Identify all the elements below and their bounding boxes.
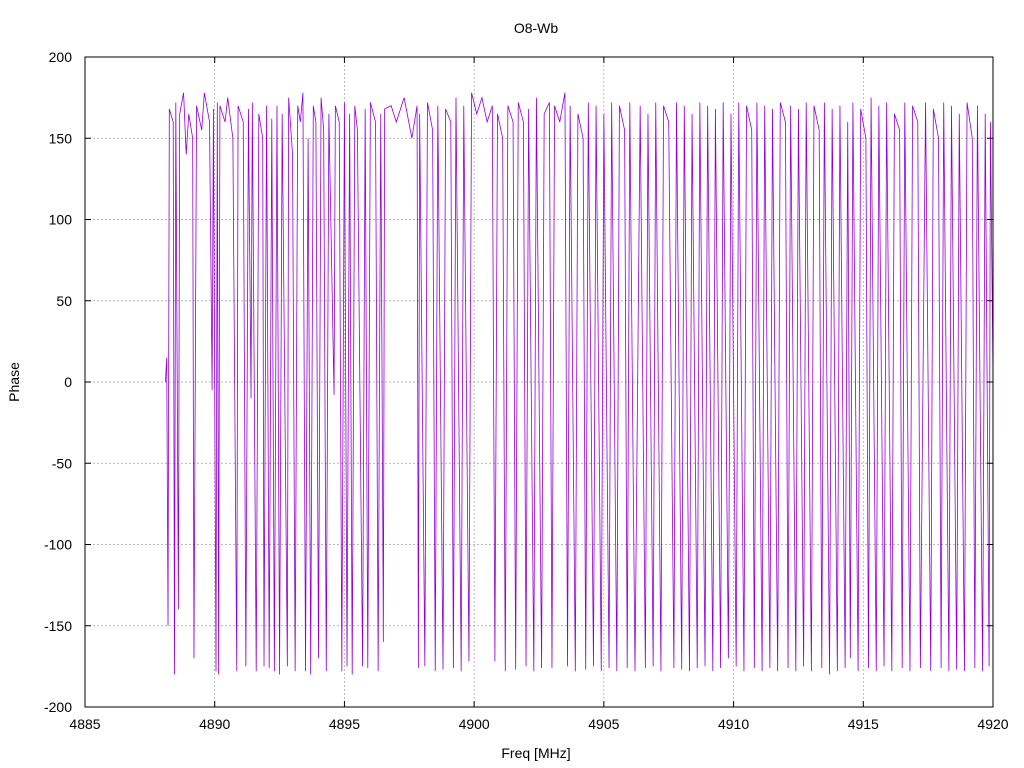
x-tick-label: 4900 (459, 716, 490, 732)
x-tick-label: 4905 (588, 716, 619, 732)
x-tick-label: 4895 (329, 716, 360, 732)
axis-layer: 4885 4890 4895 4900 4905 4910 4915 4920 200 150 10… (44, 49, 1009, 732)
y-tick-label: 50 (56, 293, 72, 309)
x-tick-label: 4920 (977, 716, 1008, 732)
x-tick-label: 4915 (848, 716, 879, 732)
y-tick-label: -150 (44, 618, 72, 634)
x-tick-label: 4890 (199, 716, 230, 732)
y-tick-label: -50 (52, 455, 72, 471)
y-tick-label: 150 (49, 130, 73, 146)
series-layer (165, 92, 994, 675)
y-tick-label: -200 (44, 699, 72, 715)
y-axis-label: Phase (6, 362, 22, 402)
phase-series-line (165, 92, 994, 675)
chart-title: O8-Wb (514, 20, 559, 36)
x-tick-label: 4910 (718, 716, 749, 732)
y-tick-label: 0 (64, 374, 72, 390)
y-tick-label: 100 (49, 212, 73, 228)
x-tick-label: 4885 (69, 716, 100, 732)
y-tick-label: 200 (49, 49, 73, 65)
y-tick-label: -100 (44, 537, 72, 553)
x-axis-label: Freq [MHz] (501, 745, 570, 761)
